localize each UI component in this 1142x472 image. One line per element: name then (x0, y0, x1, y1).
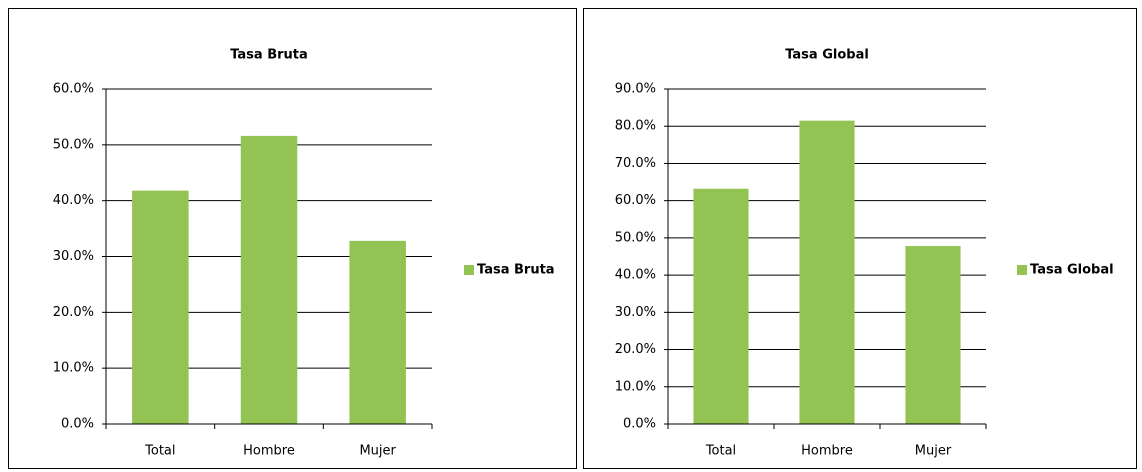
chart-frame (8, 8, 577, 469)
y-tick-label: 40.0% (53, 193, 94, 208)
chart-title: Tasa Global (785, 48, 869, 63)
y-tick-label: 60.0% (615, 193, 656, 208)
y-tick-label: 30.0% (53, 249, 94, 264)
y-tick-label: 60.0% (53, 82, 94, 97)
y-tick-label: 10.0% (53, 361, 94, 376)
chart-frame (583, 8, 1137, 469)
bar (240, 135, 298, 424)
x-tick-label: Total (144, 444, 175, 459)
bar (693, 188, 749, 424)
bar (905, 246, 961, 424)
y-tick-label: 0.0% (61, 417, 94, 432)
y-tick-label: 70.0% (615, 156, 656, 171)
y-tick-label: 90.0% (615, 82, 656, 97)
x-tick-label: Hombre (801, 444, 853, 459)
chart-title: Tasa Bruta (230, 48, 308, 63)
y-tick-label: 10.0% (615, 379, 656, 394)
y-tick-label: 50.0% (53, 137, 94, 152)
y-tick-label: 20.0% (615, 342, 656, 357)
y-tick-label: 80.0% (615, 119, 656, 134)
y-tick-label: 30.0% (615, 305, 656, 320)
y-tick-label: 0.0% (623, 417, 656, 432)
legend-label: Tasa Bruta (477, 263, 555, 278)
bar (132, 190, 189, 424)
bar (349, 240, 406, 424)
legend-label: Tasa Global (1030, 263, 1114, 278)
legend-swatch (1017, 265, 1027, 275)
y-tick-label: 40.0% (615, 268, 656, 283)
x-tick-label: Total (705, 444, 736, 459)
legend-swatch (464, 265, 474, 275)
bar (799, 120, 855, 424)
x-tick-label: Hombre (243, 444, 295, 459)
y-tick-label: 50.0% (615, 230, 656, 245)
x-tick-label: Mujer (915, 444, 952, 459)
x-tick-label: Mujer (359, 444, 396, 459)
y-tick-label: 20.0% (53, 305, 94, 320)
